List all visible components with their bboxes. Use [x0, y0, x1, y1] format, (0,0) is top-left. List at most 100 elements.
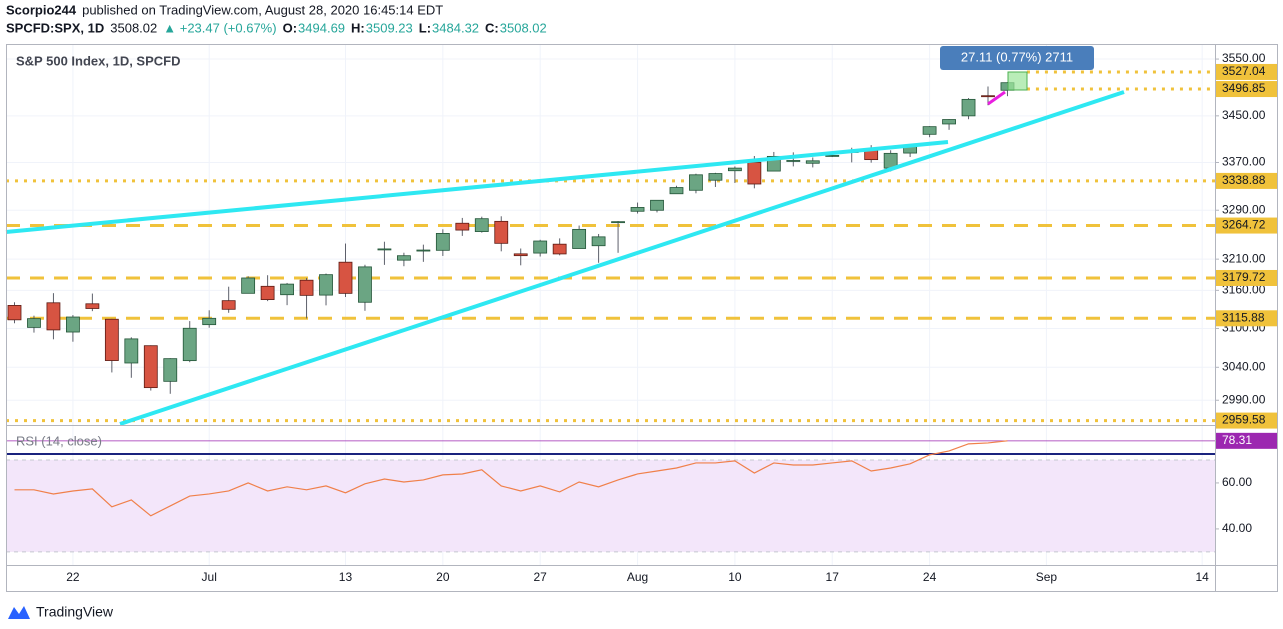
candle-body — [689, 174, 703, 191]
candle-body — [338, 261, 353, 294]
candle-body — [299, 279, 314, 296]
candle-body — [358, 266, 372, 303]
candle-body — [163, 358, 178, 382]
candle-body — [494, 220, 509, 244]
y-tick-label: 3450.00 — [1222, 108, 1266, 122]
candle-body — [708, 173, 723, 181]
y-tick-label: 2990.00 — [1222, 392, 1266, 406]
published: published on TradingView.com, August 28,… — [82, 2, 443, 17]
level-box — [1216, 269, 1277, 286]
level-label: 3179.72 — [1222, 270, 1266, 284]
candle-body — [747, 161, 762, 185]
level-label: 3527.04 — [1222, 64, 1266, 78]
candle-body — [416, 249, 431, 252]
drawings-layer: 27.11 (0.77%) 2711 — [5, 46, 1125, 426]
y-tick-label: 3210.00 — [1222, 251, 1266, 265]
candle-body — [455, 222, 470, 231]
candle-body — [182, 327, 197, 362]
candle-body — [260, 285, 275, 301]
level-box — [1216, 172, 1277, 189]
author: Scorpio244 — [6, 2, 77, 17]
candle-body — [7, 305, 22, 321]
candle-body — [922, 126, 937, 135]
ohlc-value: 3508.02 — [500, 20, 547, 35]
symbol: SPCFD:SPX, 1D — [6, 20, 104, 35]
x-tick-label: Aug — [627, 570, 648, 584]
brand-logo: TradingView — [8, 604, 114, 620]
candle-body — [942, 119, 956, 125]
candle-body — [611, 221, 625, 224]
y-tick-label: 3550.00 — [1222, 51, 1266, 65]
candle-body — [221, 300, 236, 310]
frame — [6, 44, 1278, 592]
ohlc-value: 3509.23 — [366, 20, 413, 35]
last-price: 3508.02 — [110, 20, 157, 35]
candle-body — [786, 160, 801, 162]
candle-body — [572, 228, 587, 249]
candle-body — [727, 167, 742, 172]
candle-body — [241, 277, 256, 294]
ohlc-label: C: — [485, 20, 499, 35]
brand-name: TradingView — [36, 604, 114, 620]
level-box — [1216, 310, 1277, 327]
candle-body — [981, 95, 995, 98]
logo-icon — [8, 606, 30, 619]
x-tick-label: Sep — [1036, 570, 1058, 584]
level-label: 3264.72 — [1222, 218, 1266, 232]
rsi-last-label: 78.31 — [1222, 433, 1252, 447]
candle-body — [124, 338, 139, 364]
level-label: 3338.88 — [1222, 173, 1266, 187]
axis-layer: 3550.00 3450.00 3370.00 3290.00 3210.00 3160.… — [66, 51, 1277, 584]
candle-body — [435, 233, 450, 251]
candle-body — [396, 255, 411, 261]
candle-body — [104, 318, 119, 361]
trendline — [119, 90, 1125, 426]
frame-border — [6, 44, 1278, 592]
level-box — [1216, 412, 1277, 429]
level-box — [1216, 81, 1277, 98]
arrow — [987, 90, 1006, 106]
candle-body — [825, 155, 840, 157]
candle-body — [377, 248, 392, 251]
y-tick-label: 3290.00 — [1222, 202, 1266, 216]
candle-body — [143, 345, 158, 389]
candle-body — [552, 243, 567, 255]
level-box — [1216, 63, 1277, 80]
ohlc-label: O: — [283, 20, 297, 35]
candle-body — [591, 236, 606, 247]
x-tick-label: Jul — [202, 570, 217, 584]
level-box — [1216, 217, 1277, 234]
trendline — [5, 140, 949, 234]
candle-body — [513, 253, 528, 257]
y-tick-label: 3040.00 — [1222, 359, 1266, 373]
y-tick-label: 3370.00 — [1222, 155, 1266, 169]
header-line: SPCFD:SPX, 1D 3508.02 ▲ +23.47 (+0.67%) … — [6, 20, 547, 35]
candle-body — [650, 199, 664, 211]
rsi-band — [6, 459, 1215, 552]
measure-label-box — [940, 46, 1094, 70]
candle-body — [319, 274, 333, 296]
x-tick-label: 17 — [826, 570, 840, 584]
candle-body — [85, 303, 100, 309]
candle-body — [805, 160, 820, 164]
measure-label: 27.11 (0.77%) 2711 — [961, 49, 1073, 64]
candle-body — [66, 316, 80, 333]
rsi-title: RSI (14, close) — [16, 433, 102, 448]
y-tick-label: 3160.00 — [1222, 283, 1266, 297]
candle-body — [46, 302, 61, 331]
pane-title: S&P 500 Index, 1D, SPCFD — [16, 53, 181, 68]
x-tick-label: 24 — [923, 570, 937, 584]
candle-body — [27, 318, 41, 328]
candle-body — [669, 187, 684, 195]
rsi-line — [14, 440, 1008, 517]
level-label: 3115.88 — [1222, 310, 1265, 324]
x-tick-label: 14 — [1195, 570, 1209, 584]
x-tick-label: 27 — [534, 570, 548, 584]
x-tick-label: 20 — [436, 570, 450, 584]
ohlc-value: 3484.32 — [432, 20, 479, 35]
ohlc-value: 3494.69 — [298, 20, 345, 35]
x-tick-label: 13 — [339, 570, 353, 584]
x-tick-label: 10 — [728, 570, 742, 584]
candle-body — [280, 283, 294, 296]
